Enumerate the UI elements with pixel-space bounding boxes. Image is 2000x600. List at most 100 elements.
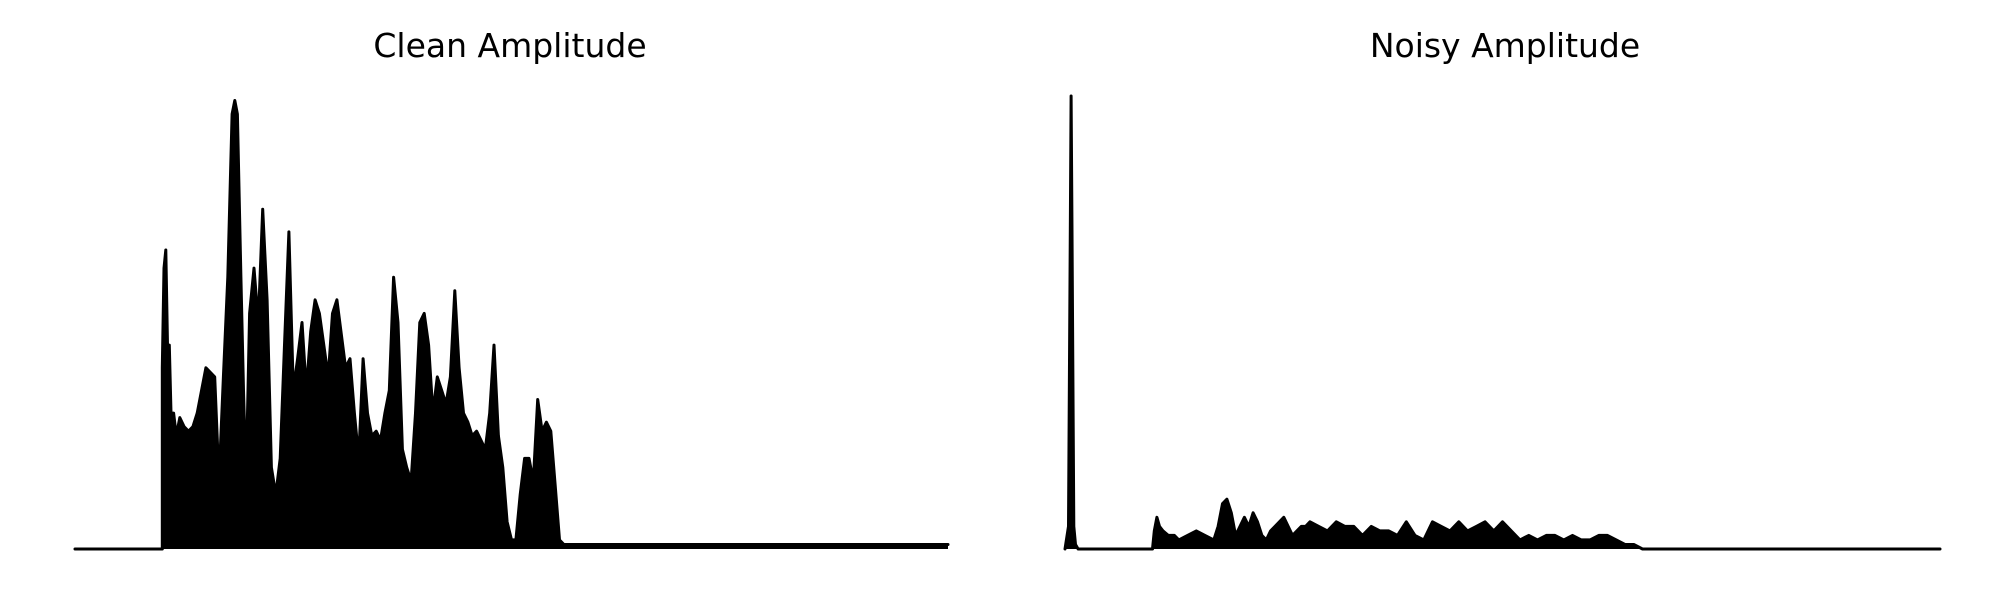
clean-amplitude-point xyxy=(589,544,591,546)
noisy-amplitude-point xyxy=(1484,521,1486,523)
noisy-amplitude-point xyxy=(1423,539,1425,541)
clean-amplitude-point xyxy=(240,276,242,278)
clean-amplitude-point xyxy=(218,480,220,482)
noisy-amplitude-chart: Noisy Amplitude xyxy=(1064,26,1941,550)
noisy-amplitude-point xyxy=(1261,535,1263,537)
clean-amplitude-point xyxy=(176,435,178,437)
noisy-amplitude-point xyxy=(1379,530,1381,532)
noisy-amplitude-point xyxy=(1371,526,1373,528)
noisy-amplitude-point xyxy=(1554,535,1556,537)
noisy-amplitude-point xyxy=(1073,526,1075,528)
noisy-amplitude-point xyxy=(1458,521,1460,523)
noisy-amplitude-point xyxy=(1070,95,1072,97)
clean-amplitude-point xyxy=(288,231,290,233)
clean-amplitude-point xyxy=(410,480,412,482)
clean-amplitude-point xyxy=(541,430,543,432)
clean-amplitude-point xyxy=(173,412,175,414)
clean-amplitude-point xyxy=(397,322,399,324)
noisy-amplitude-point xyxy=(1266,539,1268,541)
clean-amplitude-point xyxy=(637,544,639,546)
noisy-amplitude-point xyxy=(1156,517,1158,519)
clean-amplitude-point xyxy=(319,313,321,315)
noisy-amplitude-point xyxy=(1159,526,1161,528)
noisy-amplitude-point xyxy=(1476,526,1478,528)
clean-amplitude-point xyxy=(188,430,190,432)
clean-amplitude-point xyxy=(515,539,517,541)
noisy-amplitude-point xyxy=(1852,548,1854,550)
noisy-amplitude-point xyxy=(1616,539,1618,541)
noisy-amplitude-point xyxy=(1154,530,1156,532)
noisy-amplitude-point xyxy=(1283,517,1285,519)
clean-amplitude-point xyxy=(646,544,648,546)
clean-amplitude-point xyxy=(170,412,172,414)
noisy-amplitude-point xyxy=(1174,535,1176,537)
clean-amplitude-point xyxy=(498,435,500,437)
noisy-amplitude-point xyxy=(1257,521,1259,523)
clean-amplitude-point xyxy=(266,299,268,301)
clean-amplitude-point xyxy=(169,344,171,346)
noisy-amplitude-point xyxy=(1327,530,1329,532)
clean-amplitude-point xyxy=(227,276,229,278)
clean-amplitude-point xyxy=(223,376,225,378)
clean-amplitude-point xyxy=(162,548,164,550)
noisy-amplitude-plot-area xyxy=(1064,95,1941,550)
noisy-amplitude-point xyxy=(1633,544,1635,546)
noisy-amplitude-point xyxy=(1152,548,1154,550)
noisy-amplitude-point xyxy=(1248,526,1250,528)
clean-amplitude-point xyxy=(476,430,478,432)
clean-amplitude-point xyxy=(162,367,164,369)
noisy-amplitude-point xyxy=(1274,526,1276,528)
clean-amplitude-point xyxy=(367,412,369,414)
noisy-amplitude-point xyxy=(1502,521,1504,523)
noisy-amplitude-title: Noisy Amplitude xyxy=(1370,26,1640,65)
clean-amplitude-point xyxy=(183,426,185,428)
clean-amplitude-point xyxy=(554,485,556,487)
clean-amplitude-point xyxy=(607,544,609,546)
clean-amplitude-point xyxy=(196,412,198,414)
clean-amplitude-point xyxy=(485,449,487,451)
clean-amplitude-point xyxy=(454,290,456,292)
clean-amplitude-point xyxy=(349,358,351,360)
clean-amplitude-point xyxy=(284,344,286,346)
noisy-amplitude-point xyxy=(1305,526,1307,528)
noisy-amplitude-point xyxy=(1441,526,1443,528)
clean-amplitude-point xyxy=(668,544,670,546)
noisy-amplitude-point xyxy=(1252,512,1254,514)
clean-amplitude-point xyxy=(423,313,425,315)
clean-amplitude-point xyxy=(327,376,329,378)
noisy-amplitude-point xyxy=(1071,231,1073,233)
clean-amplitude-point xyxy=(380,440,382,442)
clean-amplitude-point xyxy=(493,344,495,346)
noisy-amplitude-point xyxy=(1336,521,1338,523)
noisy-amplitude-point xyxy=(1598,535,1600,537)
noisy-amplitude-point xyxy=(1226,498,1228,500)
noisy-amplitude-point xyxy=(1235,535,1237,537)
noisy-amplitude-point xyxy=(1537,539,1539,541)
clean-amplitude-point xyxy=(231,113,233,115)
noisy-amplitude-point xyxy=(1187,535,1189,537)
clean-amplitude-point xyxy=(437,376,439,378)
noisy-amplitude-point xyxy=(1353,526,1355,528)
clean-amplitude-point xyxy=(419,322,421,324)
noisy-amplitude-point xyxy=(1222,503,1224,505)
clean-amplitude-point xyxy=(362,358,364,360)
clean-amplitude-point xyxy=(677,544,679,546)
clean-amplitude-point xyxy=(258,322,260,324)
clean-amplitude-point xyxy=(310,331,312,333)
noisy-amplitude-point xyxy=(1607,535,1609,537)
clean-amplitude-point xyxy=(611,544,613,546)
noisy-amplitude-area xyxy=(1065,96,1940,549)
clean-amplitude-point xyxy=(323,344,325,346)
clean-amplitude-title: Clean Amplitude xyxy=(373,26,646,65)
clean-amplitude-point xyxy=(602,544,604,546)
noisy-amplitude-point xyxy=(1449,530,1451,532)
noisy-amplitude-point xyxy=(1244,517,1246,519)
noisy-amplitude-point xyxy=(1939,548,1941,550)
clean-amplitude-point xyxy=(167,344,169,346)
noisy-amplitude-point xyxy=(1581,539,1583,541)
clean-amplitude-point xyxy=(489,412,491,414)
clean-amplitude-point xyxy=(179,417,181,419)
noisy-amplitude-point xyxy=(1624,544,1626,546)
noisy-amplitude-point xyxy=(1075,544,1077,546)
noisy-amplitude-point xyxy=(1563,539,1565,541)
